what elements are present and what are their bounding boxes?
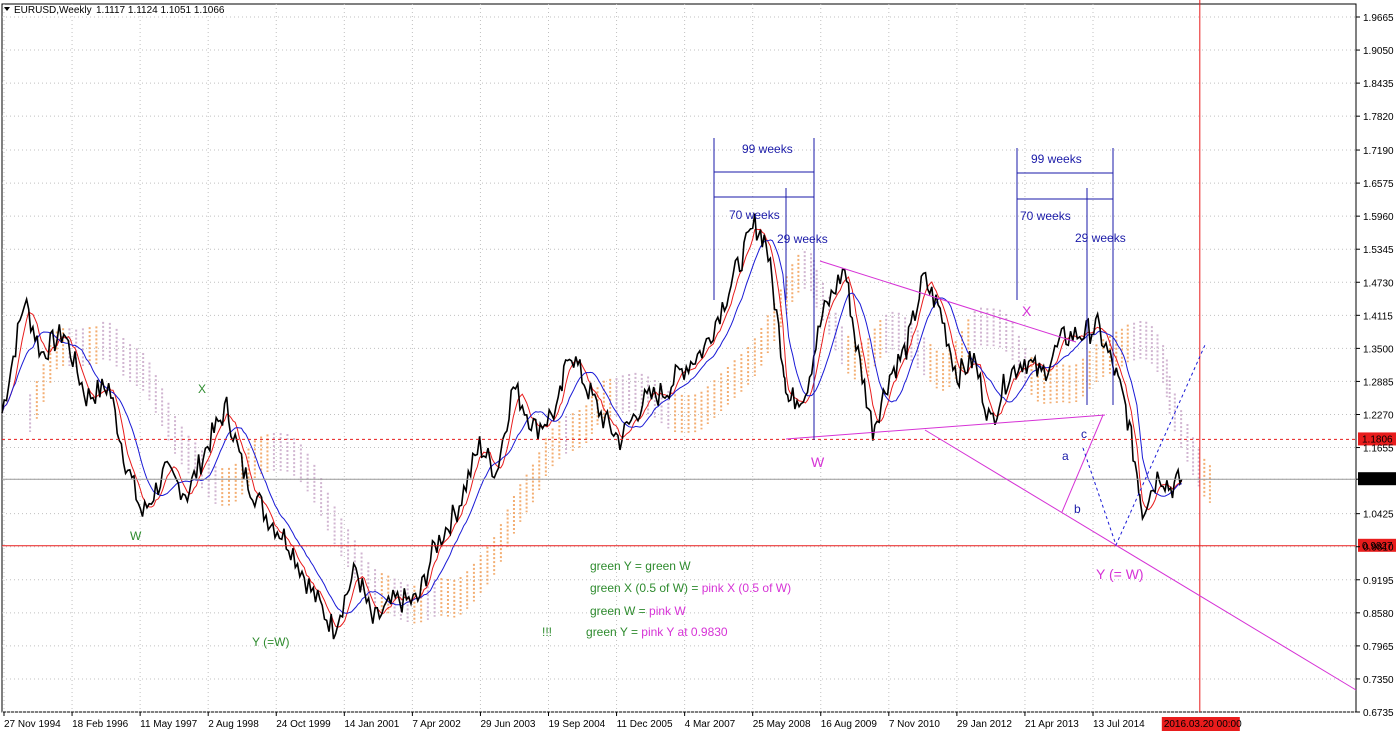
y-tick-label: 1.9665 <box>1363 13 1394 24</box>
wave-label: a <box>1062 449 1069 463</box>
trend-line <box>819 260 1077 343</box>
x-tick-label: 2 Aug 1998 <box>208 719 259 730</box>
cycle-label: 29 weeks <box>777 232 828 246</box>
x-tick-label: 18 Feb 1996 <box>72 719 129 730</box>
y-tick-label: 0.9810 <box>1363 543 1394 554</box>
y-tick-label: 1.7820 <box>1363 112 1394 123</box>
time-axis[interactable]: 27 Nov 1994 18 Feb 1996 11 May 1997 2 Aug 1… <box>3 712 1242 731</box>
x-tick-label: 19 Sep 2004 <box>549 719 606 730</box>
note-line: green Y = green W <box>590 559 691 573</box>
y-tick-label: 1.0425 <box>1363 510 1394 521</box>
note-segment: pink W <box>649 604 686 618</box>
note-line: green X (0.5 of W) = pink X (0.5 of W) <box>590 581 791 595</box>
x-tick-label: 27 Nov 1994 <box>4 719 61 730</box>
x-highlight-box <box>1161 717 1240 731</box>
ref-price-box <box>1358 472 1396 486</box>
x-tick-label: 7 Apr 2002 <box>412 719 461 730</box>
note-segment: green Y = green W <box>590 559 691 573</box>
ref-price-box <box>1358 538 1396 552</box>
symbol-label: EURUSD,Weekly <box>14 5 92 16</box>
wave-label: c <box>1081 427 1087 441</box>
price-line <box>1 213 1183 640</box>
note-segment: !!! <box>542 625 552 639</box>
wave-label: Y (=W) <box>252 635 289 649</box>
y-tick-label: 0.7965 <box>1363 642 1394 653</box>
trend-line <box>785 414 1106 440</box>
reference-lines: 1.1806 1.1066 0.9827 <box>2 0 1396 712</box>
cycle-label: 70 weeks <box>1020 209 1071 223</box>
trend-line <box>1061 414 1104 513</box>
y-tick-label: 1.4115 <box>1363 311 1393 322</box>
x-tick-label: 24 Oct 1999 <box>276 719 331 730</box>
x-tick-label: 11 Dec 2005 <box>617 719 673 730</box>
wave-label: X <box>1022 303 1032 319</box>
y-tick-label: 1.9050 <box>1363 46 1394 57</box>
dropdown-triangle-icon[interactable] <box>4 7 10 11</box>
y-tick-label: 0.8580 <box>1363 609 1394 620</box>
y-tick-label: 1.1655 <box>1363 444 1394 455</box>
ref-price-label: 1.1066 <box>1362 474 1393 485</box>
y-tick-label: 1.4730 <box>1363 278 1394 289</box>
wave-label: W <box>130 529 142 543</box>
x-tick-label: 29 Jun 2003 <box>480 719 535 730</box>
y-tick-label: 1.6575 <box>1363 179 1394 190</box>
cycle-label: 99 weeks <box>1031 152 1082 166</box>
ohlc-values: 1.1117 1.1124 1.1051 1.1066 <box>96 5 225 16</box>
y-tick-label: 1.7190 <box>1363 146 1394 157</box>
wave-labels: X W Y (=W) W X Y (= W) a b c <box>130 303 1144 649</box>
note-line: !!! green Y = pink Y at 0.9830 <box>542 625 728 639</box>
x-tick-label: 16 Aug 2009 <box>821 719 878 730</box>
x-tick-label: 11 May 1997 <box>140 719 198 730</box>
trend-lines <box>785 260 1357 691</box>
ref-price-label: 1.1806 <box>1362 434 1393 445</box>
cycle-annotations: 99 weeks 70 weeks 29 weeks 99 weeks 70 weeks… <box>713 138 1126 440</box>
x-tick-label: 13 Jul 2014 <box>1093 719 1145 730</box>
y-tick-label: 0.9195 <box>1363 576 1394 587</box>
trend-line <box>924 429 1357 691</box>
y-tick-label: 1.3500 <box>1363 344 1394 355</box>
x-highlight-label: 2016.03.20 00:00 <box>1164 719 1242 730</box>
y-tick-label: 1.5960 <box>1363 212 1394 223</box>
note-segment: green W = <box>590 604 649 618</box>
chart-header[interactable]: EURUSD,Weekly 1.1117 1.1124 1.1051 1.106… <box>4 5 225 16</box>
y-tick-label: 1.2885 <box>1363 377 1394 388</box>
x-tick-label: 7 Nov 2010 <box>889 719 941 730</box>
price-axis[interactable]: 1.9665 1.9050 1.8435 1.7820 1.7190 1.6575 1.59… <box>1356 13 1394 719</box>
y-tick-label: 1.2270 <box>1363 410 1394 421</box>
y-tick-label: 0.6735 <box>1363 708 1394 719</box>
y-tick-label: 0.7350 <box>1363 675 1394 686</box>
cycle-label: 29 weeks <box>1075 231 1126 245</box>
x-tick-label: 4 Mar 2007 <box>685 719 736 730</box>
note-segment: green X (0.5 of W) = <box>590 581 702 595</box>
x-tick-label: 14 Jan 2001 <box>344 719 399 730</box>
projection-path <box>1082 344 1206 547</box>
cycle-label: 70 weeks <box>729 208 780 222</box>
cycle-label: 99 weeks <box>742 142 793 156</box>
wave-label: X <box>198 382 206 396</box>
price-series <box>1 213 1183 640</box>
y-tick-label: 1.8435 <box>1363 79 1394 90</box>
slow-ma-line <box>1 239 1182 614</box>
wave-label: b <box>1074 502 1081 516</box>
notes-text: green Y = green W green X (0.5 of W) = pi… <box>542 559 791 639</box>
note-line: green W = pink W <box>590 604 686 618</box>
note-segment: green Y = <box>586 625 641 639</box>
note-segment: pink Y at 0.9830 <box>641 625 728 639</box>
wave-label: Y (= W) <box>1096 566 1144 582</box>
x-tick-label: 29 Jan 2012 <box>957 719 1012 730</box>
ref-price-label: 0.9827 <box>1362 541 1393 552</box>
x-tick-label: 21 Apr 2013 <box>1025 719 1079 730</box>
note-segment: pink X (0.5 of W) <box>702 581 791 595</box>
wave-label: W <box>811 454 825 470</box>
x-tick-label: 25 May 2008 <box>753 719 811 730</box>
ref-price-box <box>1358 432 1396 446</box>
y-tick-label: 1.5345 <box>1363 245 1394 256</box>
